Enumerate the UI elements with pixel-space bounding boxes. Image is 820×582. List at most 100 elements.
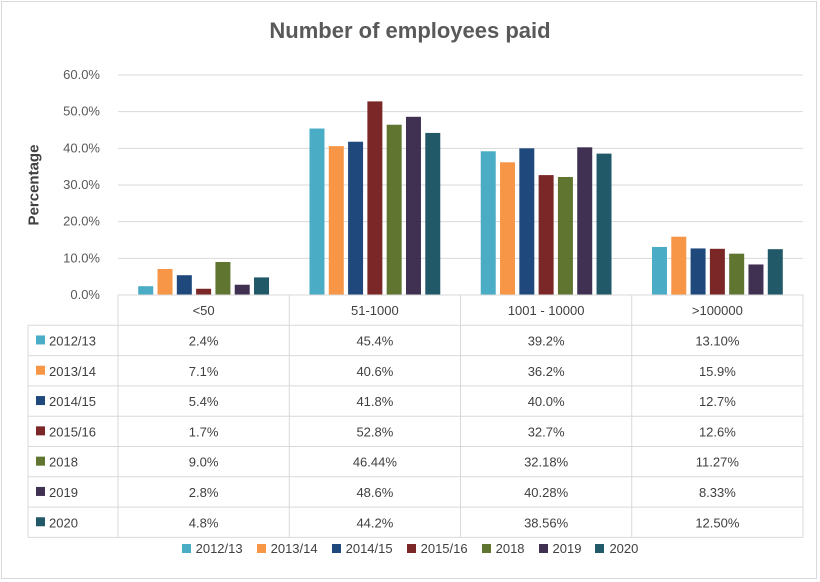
table-series-swatch: [36, 456, 45, 466]
bar: [157, 268, 173, 295]
table-series-name: 2013/14: [49, 364, 96, 379]
table-series-name: 2019: [49, 485, 78, 500]
legend-swatch: [406, 544, 416, 553]
data-label: 4.8%: [189, 515, 219, 530]
data-label: 11.27%: [696, 455, 740, 470]
bar: [519, 148, 535, 295]
legend-item: 2014/15: [331, 541, 393, 556]
table-series-name: 2015/16: [49, 424, 96, 439]
legend-item: 2019: [538, 541, 582, 556]
bar: [577, 147, 593, 295]
bar: [480, 151, 496, 295]
legend-swatch: [256, 544, 266, 553]
category-label: 51-1000: [351, 303, 399, 318]
data-label: 38.56%: [524, 515, 569, 530]
bar: [348, 141, 364, 295]
data-label: 7.1%: [189, 364, 219, 379]
legend-item: 2018: [481, 541, 525, 556]
bar: [386, 124, 402, 295]
bar: [709, 248, 725, 295]
table-series-swatch: [36, 426, 45, 436]
table-series-name: 2014/15: [49, 394, 96, 409]
data-label: 15.9%: [699, 364, 736, 379]
table-series-name: 2020: [49, 515, 78, 530]
bar: [500, 162, 516, 295]
data-label: 36.2%: [528, 364, 565, 379]
y-tick-label: 50.0%: [63, 104, 100, 119]
bar: [690, 248, 706, 295]
table-series-swatch: [36, 365, 45, 375]
bar: [196, 288, 212, 295]
bar: [328, 146, 344, 295]
y-tick-label: 60.0%: [63, 67, 100, 82]
bar: [767, 249, 783, 295]
bar: [176, 275, 192, 295]
legend-label: 2014/15: [345, 541, 393, 556]
table-series-name: 2012/13: [49, 333, 96, 348]
legend-item: 2015/16: [406, 541, 468, 556]
bar: [138, 286, 154, 295]
legend-swatch: [595, 544, 605, 553]
bar: [729, 253, 745, 295]
data-label: 2.4%: [189, 333, 219, 348]
y-tick-label: 10.0%: [63, 250, 100, 265]
category-label: >100000: [692, 303, 743, 318]
data-label: 40.28%: [524, 485, 569, 500]
bar: [405, 116, 421, 295]
legend-item: 2012/13: [181, 541, 243, 556]
data-label: 41.8%: [356, 394, 393, 409]
data-label: 48.6%: [356, 485, 393, 500]
legend: 2012/13 2013/14 2014/15 2015/16 2018 2019 2020: [0, 541, 820, 556]
bar: [234, 284, 250, 295]
legend-label: 2018: [495, 541, 525, 556]
bar: [748, 264, 764, 295]
table-series-swatch: [36, 396, 45, 406]
table-series-name: 2018: [49, 455, 78, 470]
bar: [538, 175, 554, 295]
bar: [651, 246, 667, 295]
data-label: 13.10%: [695, 333, 740, 348]
data-label: 46.44%: [353, 455, 398, 470]
data-label: 39.2%: [528, 333, 565, 348]
data-label: 32.7%: [528, 424, 565, 439]
y-tick-label: 40.0%: [63, 140, 100, 155]
table-series-swatch: [36, 517, 45, 527]
category-label: 1001 - 10000: [508, 303, 585, 318]
bar: [557, 177, 573, 295]
data-label: 1.7%: [189, 424, 219, 439]
bar: [254, 277, 270, 295]
y-tick-label: 20.0%: [63, 214, 100, 229]
data-label: 12.6%: [699, 424, 736, 439]
data-label: 2.8%: [189, 485, 219, 500]
legend-item: 2020: [595, 541, 638, 556]
bar: [367, 101, 383, 296]
chart-title: Number of employees paid: [269, 18, 551, 43]
data-label: 12.7%: [699, 394, 736, 409]
legend-swatch: [181, 544, 191, 553]
data-label: 40.6%: [356, 364, 393, 379]
bar: [425, 132, 441, 295]
data-label: 5.4%: [189, 394, 219, 409]
y-tick-label: 30.0%: [63, 177, 100, 192]
bar: [671, 236, 687, 295]
legend-label: 2012/13: [195, 541, 243, 556]
bar: [596, 153, 612, 295]
legend-label: 2013/14: [270, 541, 318, 556]
table-series-swatch: [36, 335, 45, 345]
legend-swatch: [481, 544, 491, 553]
category-label: <50: [193, 303, 215, 318]
data-label: 45.4%: [356, 333, 393, 348]
data-label: 8.33%: [699, 485, 736, 500]
data-label: 9.0%: [189, 455, 219, 470]
data-label: 12.50%: [695, 515, 740, 530]
legend-label: 2019: [552, 541, 582, 556]
legend-label: 2015/16: [420, 541, 468, 556]
legend-swatch: [331, 544, 341, 553]
data-label: 40.0%: [528, 394, 565, 409]
bar: [309, 128, 325, 295]
legend-label: 2020: [609, 541, 639, 556]
data-label: 44.2%: [356, 515, 393, 530]
bar: [215, 262, 231, 295]
legend-swatch: [538, 544, 548, 553]
